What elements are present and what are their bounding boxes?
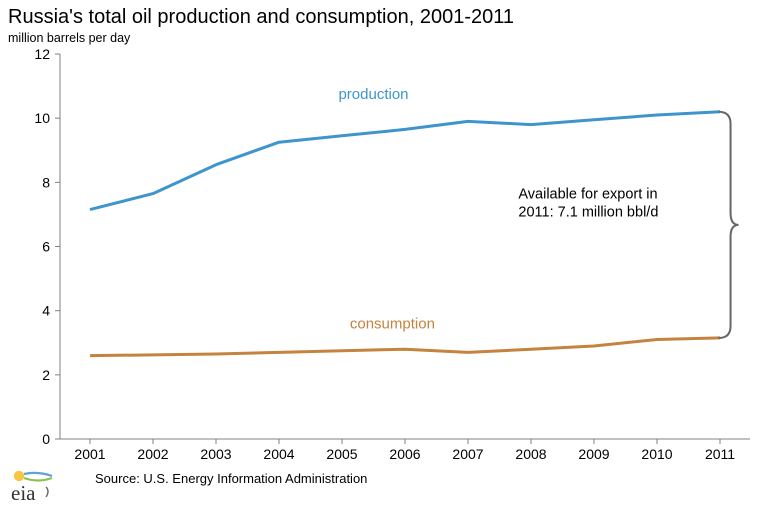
export-brace (719, 112, 739, 338)
series-consumption (90, 338, 720, 356)
svg-text:2002: 2002 (137, 446, 168, 462)
svg-text:2008: 2008 (515, 446, 546, 462)
svg-text:6: 6 (42, 239, 50, 255)
series-label-consumption: consumption (350, 315, 435, 332)
annotation-line2: 2011: 7.1 million bbl/d (518, 204, 658, 220)
source-text: Source: U.S. Energy Information Administ… (95, 471, 367, 486)
svg-text:2009: 2009 (578, 446, 609, 462)
annotation-line1: Available for export in (518, 186, 657, 202)
chart-container: Russia's total oil production and consum… (0, 0, 773, 514)
svg-text:12: 12 (34, 46, 50, 62)
svg-text:2011: 2011 (705, 446, 735, 462)
svg-text:2006: 2006 (389, 446, 420, 462)
svg-text:2001: 2001 (74, 446, 105, 462)
svg-text:2007: 2007 (452, 446, 483, 462)
svg-text:2010: 2010 (641, 446, 672, 462)
series-label-production: production (338, 86, 408, 103)
chart-plot: 0 2 4 6 8 10 12 2001 2002 2003 2004 2005 2006 2007 200… (0, 0, 773, 514)
svg-text:eia: eia (11, 481, 36, 503)
svg-text:2003: 2003 (200, 446, 231, 462)
svg-text:2: 2 (42, 367, 50, 383)
svg-text:2004: 2004 (263, 446, 294, 462)
svg-text:8: 8 (42, 174, 50, 190)
svg-text:10: 10 (34, 110, 50, 126)
svg-text:0: 0 (42, 431, 50, 447)
svg-text:4: 4 (42, 303, 50, 319)
eia-logo: eia (8, 469, 66, 508)
svg-text:2005: 2005 (326, 446, 357, 462)
